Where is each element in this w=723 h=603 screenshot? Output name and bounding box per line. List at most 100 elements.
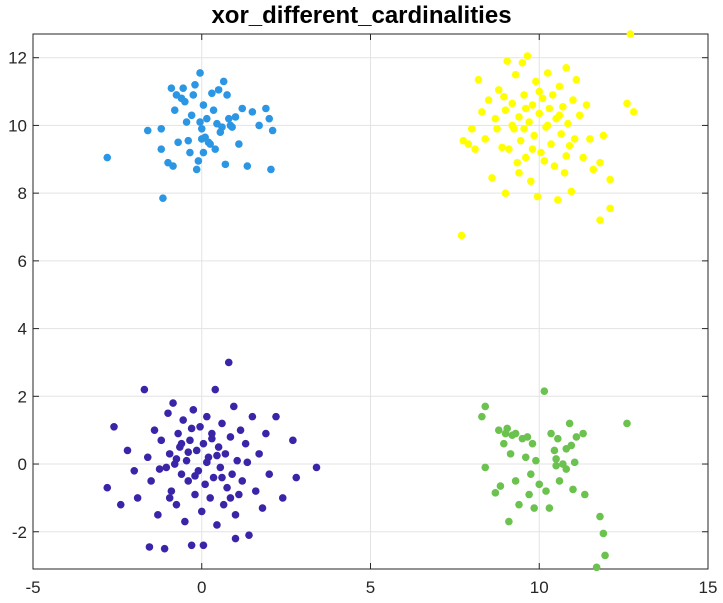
data-point-series-3 <box>265 470 274 478</box>
data-point-series-3 <box>228 470 236 478</box>
data-point-series-1 <box>199 101 208 109</box>
data-point-series-4 <box>523 433 532 441</box>
data-point-series-2 <box>516 136 525 145</box>
data-point-series-3 <box>230 402 238 411</box>
data-point-series-2 <box>569 96 577 104</box>
data-point-series-2 <box>550 162 559 170</box>
data-point-series-1 <box>103 153 112 162</box>
data-point-series-4 <box>540 387 549 396</box>
data-point-series-2 <box>520 91 528 99</box>
data-point-series-2 <box>596 216 604 225</box>
data-point-series-3 <box>189 406 198 414</box>
data-point-series-3 <box>245 531 253 539</box>
x-tick-label: 5 <box>366 578 375 597</box>
data-point-series-3 <box>167 487 176 495</box>
data-point-series-3 <box>179 416 187 424</box>
data-point-series-2 <box>582 101 591 109</box>
y-tick-label: 2 <box>18 387 27 406</box>
data-point-series-3 <box>248 412 257 421</box>
data-point-series-3 <box>258 504 267 512</box>
data-point-series-1 <box>199 148 208 157</box>
data-point-series-4 <box>478 412 486 421</box>
y-axis-ticks: -2 0 2 4 6 8 10 12 <box>8 49 708 542</box>
data-point-series-4 <box>542 487 550 495</box>
data-point-series-4 <box>552 455 560 463</box>
data-point-series-3 <box>133 494 142 502</box>
data-point-series-2 <box>498 143 506 152</box>
data-point-series-4 <box>592 563 601 572</box>
data-point-series-3 <box>177 439 186 448</box>
data-point-series-3 <box>292 473 301 482</box>
data-point-series-1 <box>170 106 179 114</box>
data-point-series-1 <box>192 165 201 174</box>
x-tick-label: 15 <box>699 578 718 597</box>
data-point-series-1 <box>174 138 182 147</box>
data-point-series-2 <box>606 204 614 213</box>
data-point-series-3 <box>218 473 226 482</box>
data-points <box>103 30 638 572</box>
data-point-series-4 <box>511 477 520 485</box>
data-point-series-2 <box>547 140 555 148</box>
data-point-series-2 <box>521 104 530 113</box>
data-point-series-1 <box>223 91 231 99</box>
data-point-series-1 <box>157 145 166 153</box>
data-point-series-3 <box>177 470 186 478</box>
data-point-series-3 <box>184 477 193 485</box>
data-point-series-4 <box>521 453 530 462</box>
data-point-series-3 <box>191 472 199 480</box>
data-point-series-3 <box>164 409 172 418</box>
data-point-series-2 <box>537 148 545 157</box>
data-point-series-2 <box>481 135 490 143</box>
data-point-series-2 <box>535 109 544 118</box>
data-point-series-2 <box>467 125 476 133</box>
data-point-series-3 <box>162 463 171 472</box>
data-point-series-2 <box>505 145 513 153</box>
data-point-series-3 <box>140 385 149 394</box>
data-point-series-3 <box>203 458 211 467</box>
data-point-series-3 <box>196 422 204 431</box>
data-point-series-3 <box>218 419 226 428</box>
data-point-series-3 <box>241 439 250 448</box>
data-point-series-3 <box>223 483 231 492</box>
data-point-series-1 <box>208 89 216 98</box>
data-point-series-1 <box>157 125 166 133</box>
data-point-series-4 <box>581 490 589 499</box>
data-point-series-4 <box>515 500 523 509</box>
data-point-series-2 <box>570 135 579 143</box>
data-point-series-3 <box>235 490 243 499</box>
data-point-series-2 <box>532 77 540 86</box>
data-point-series-2 <box>513 158 522 167</box>
data-point-series-2 <box>521 153 530 162</box>
data-point-series-2 <box>515 169 523 177</box>
data-point-series-3 <box>219 500 228 509</box>
data-point-series-1 <box>143 126 152 135</box>
data-point-series-3 <box>289 436 297 445</box>
data-point-series-2 <box>606 175 614 184</box>
data-point-series-4 <box>599 529 608 538</box>
data-point-series-4 <box>596 512 604 521</box>
data-point-series-2 <box>575 111 584 120</box>
data-point-series-1 <box>209 106 218 114</box>
data-point-series-3 <box>211 385 220 394</box>
data-point-series-4 <box>570 458 579 467</box>
data-point-series-2 <box>560 169 569 177</box>
data-point-series-4 <box>511 429 520 438</box>
data-point-series-2 <box>511 70 520 79</box>
data-point-series-3 <box>231 534 240 543</box>
data-point-series-2 <box>589 165 598 174</box>
data-point-series-3 <box>165 450 174 458</box>
data-point-series-2 <box>557 130 565 138</box>
data-point-series-2 <box>530 131 538 140</box>
data-point-series-2 <box>515 113 523 121</box>
data-point-series-4 <box>601 551 609 560</box>
data-point-series-3 <box>103 483 112 492</box>
data-point-series-2 <box>501 189 510 197</box>
data-point-series-1 <box>187 111 196 120</box>
data-point-series-2 <box>572 75 581 84</box>
data-point-series-1 <box>238 104 247 113</box>
data-point-series-3 <box>226 494 235 502</box>
data-point-series-2 <box>623 99 631 108</box>
data-point-series-3 <box>226 433 235 441</box>
data-point-series-3 <box>192 446 201 455</box>
data-point-series-2 <box>484 96 493 104</box>
